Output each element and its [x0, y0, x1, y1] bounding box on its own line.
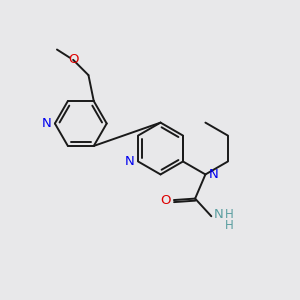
- Text: N: N: [209, 168, 219, 181]
- Text: O: O: [160, 194, 171, 207]
- Text: N: N: [125, 155, 135, 168]
- Text: H: H: [225, 219, 233, 232]
- Text: N: N: [42, 117, 51, 130]
- Text: O: O: [68, 53, 78, 66]
- Text: N: N: [214, 208, 224, 221]
- Text: H: H: [225, 208, 233, 221]
